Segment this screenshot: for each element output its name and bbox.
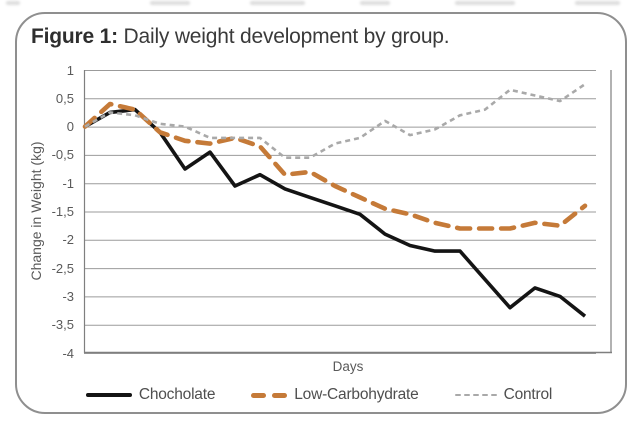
line-chart: [82, 70, 612, 354]
page-crop-artifact: [360, 1, 390, 5]
legend-swatch-segment: [481, 393, 488, 397]
series-line-control: [84, 83, 586, 159]
legend-swatch-solid-line: [85, 393, 132, 397]
y-tick-label: -4: [62, 345, 74, 361]
legend-label: Low-Carbohydrate: [294, 386, 419, 403]
series-line-low-carbohydrate: [82, 101, 588, 231]
legend-swatch-segment: [272, 392, 288, 398]
y-tick-label: 1: [66, 62, 74, 78]
page-crop-artifact: [150, 1, 190, 5]
page-crop-artifact: [6, 1, 20, 5]
legend-item-chocholate: Chocholate: [85, 386, 216, 404]
figure-title: Figure 1: Daily weight development by gr…: [31, 25, 450, 49]
y-tick-label: -3: [62, 288, 74, 304]
figure-label: Figure 1:: [31, 25, 118, 48]
legend-swatch-segment: [454, 393, 461, 397]
y-tick-label: -0,5: [51, 147, 74, 163]
y-tick-label: 0,5: [55, 90, 74, 106]
legend-swatch-dotted-line: [454, 393, 497, 397]
legend-item-low-carbohydrate: Low-Carbohydrate: [251, 386, 419, 404]
figure-frame: [15, 12, 627, 414]
chart-legend: Chocholate Low-Carbohydrate Control: [15, 386, 623, 404]
legend-swatch-segment: [490, 393, 497, 397]
page-crop-artifact: [575, 1, 620, 5]
x-axis-title: Days: [332, 359, 364, 374]
page-crop-artifact: [250, 1, 305, 5]
legend-swatch-segment: [85, 393, 132, 397]
legend-label: Control: [503, 386, 553, 403]
plot-svg: [82, 70, 612, 354]
legend-swatch-segment: [472, 393, 479, 397]
legend-label: Chocholate: [138, 386, 216, 403]
y-tick-label: -2: [62, 232, 74, 248]
y-tick-label: -2,5: [51, 260, 74, 276]
y-tick-label: -1: [62, 175, 74, 191]
y-tick-label: -3,5: [51, 317, 74, 333]
y-tick-label: 0: [66, 119, 74, 135]
legend-swatch-segment: [463, 393, 470, 397]
series-line-chocholate: [84, 107, 587, 318]
y-tick-labels: 1 0,5 0 -0,5 -1 -1,5 -2 -2,5 -3 -3,5 -4: [36, 63, 80, 361]
legend-item-control: Control: [454, 386, 553, 404]
legend-swatch-dashed-line: [251, 392, 288, 398]
page-crop-artifact: [455, 1, 515, 5]
y-tick-label: -1,5: [51, 204, 74, 219]
figure-caption: Daily weight development by group.: [123, 25, 450, 48]
legend-swatch-segment: [251, 392, 267, 398]
